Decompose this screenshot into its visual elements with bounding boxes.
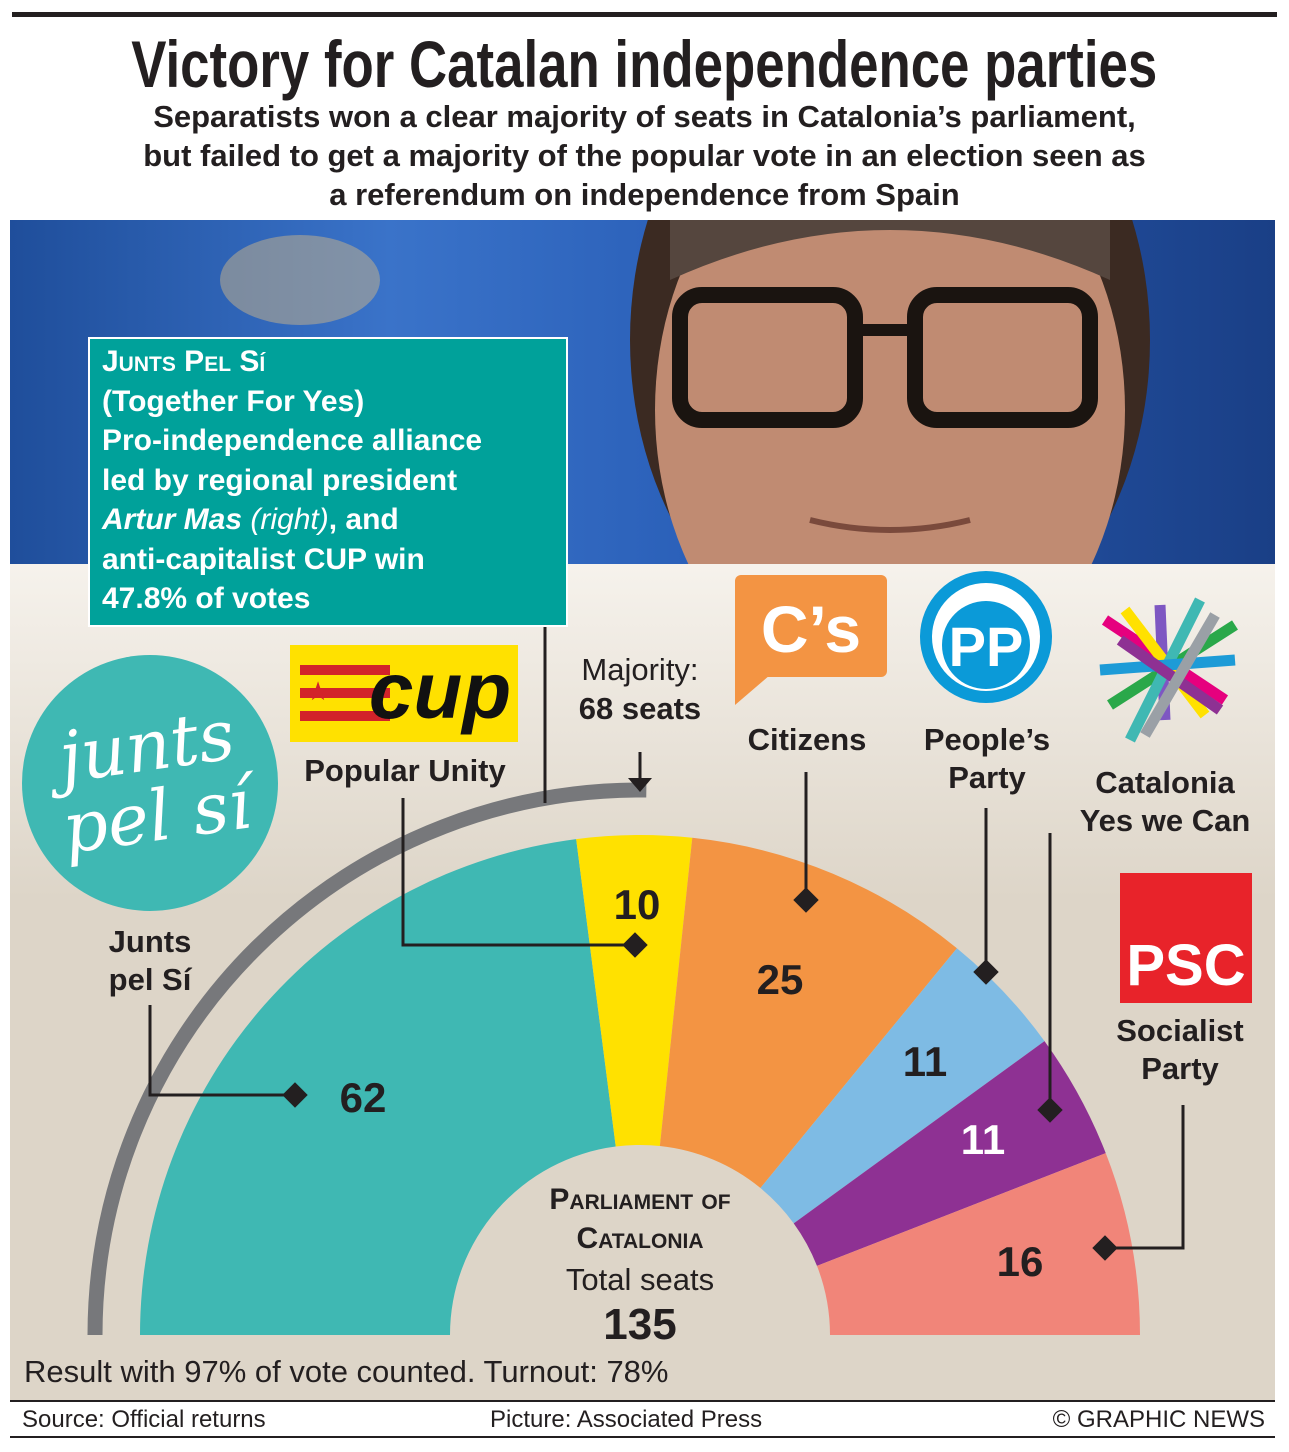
diamond-marker-icon (793, 887, 819, 913)
title-text: Victory for Catalan independence parties (131, 27, 1158, 101)
callout-line-cup (401, 798, 635, 947)
label-line: Party (1141, 1051, 1219, 1086)
infobox-text: , and (328, 503, 399, 536)
source-text: Source: Official returns (22, 1406, 266, 1433)
seat-value-psc: 16 (996, 1238, 1044, 1285)
diamond-marker-icon (973, 959, 999, 985)
junts-info-box: Junts Pel Sí (Together For Yes) Pro-inde… (88, 337, 568, 627)
total-seats: 135 (603, 1300, 677, 1349)
svg-text:PP: PP (949, 615, 1024, 678)
center-line2: Catalonia (576, 1222, 704, 1255)
label-line: Party (948, 760, 1026, 795)
copyright: © GRAPHIC NEWS (1052, 1406, 1265, 1433)
subtitle-line: but failed to get a majority of the popu… (143, 138, 1146, 173)
label-line: Socialist (1116, 1013, 1244, 1048)
infobox-text: (Together For Yes) (102, 384, 365, 418)
diamond-marker-icon (622, 932, 648, 958)
seat-segment-citizens (659, 837, 957, 1189)
catalonia-yes-we-can-logo (1099, 597, 1238, 743)
infobox-name: Artur Mas (102, 503, 243, 536)
callout-line-junts (148, 1005, 295, 1097)
footer: Source: Official returns Picture: Associ… (10, 1400, 1275, 1438)
svg-text:★: ★ (306, 676, 329, 706)
label-line: pel Sí (108, 962, 192, 997)
label-line: People’s (923, 722, 1051, 757)
seat-value-junts: 62 (339, 1074, 387, 1121)
top-rule (12, 12, 1277, 17)
infobox-heading: Junts Pel Sí (102, 345, 266, 378)
svg-text:PSC: PSC (1126, 933, 1245, 998)
svg-text:cup: cup (369, 646, 511, 735)
label-line: Catalonia (1095, 765, 1235, 800)
label-junts: Junts pel Sí (70, 923, 230, 999)
result-note: Result with 97% of vote counted. Turnout… (24, 1354, 669, 1389)
label-catalonia: Catalonia Yes we Can (1055, 764, 1275, 840)
seat-value-cup: 10 (613, 881, 661, 928)
seat-segment-popular-unity (576, 835, 693, 1147)
seat-value-citizens: 25 (756, 956, 804, 1003)
citizens-logo: C’s (735, 575, 887, 705)
page-title: Victory for Catalan independence parties (0, 26, 1289, 102)
infobox-right: (right) (250, 503, 329, 536)
infobox-text: 47.8% of votes (102, 582, 311, 615)
svg-text:C’s: C’s (761, 592, 861, 666)
label-psc: Socialist Party (1090, 1012, 1270, 1088)
infobox-text: led by regional president (102, 463, 458, 497)
center-label: Parliament of Catalonia Total seats 135 (490, 1180, 790, 1348)
seat-segment-socialist-party (816, 1153, 1140, 1335)
picture-credit: Picture: Associated Press (490, 1406, 763, 1433)
junts-logo: junts pel sí (22, 655, 278, 911)
center-line3: Total seats (565, 1262, 715, 1297)
infobox-text: Pro-independence alliance (102, 424, 483, 457)
seat-value-catalonia: 11 (960, 1116, 1006, 1163)
seat-segments (140, 835, 1140, 1335)
subtitle-line: Separatists won a clear majority of seat… (153, 99, 1136, 134)
label-pp: People’s Party (897, 721, 1077, 797)
label-line: Junts (108, 924, 192, 959)
majority-arc (87, 782, 647, 1336)
label-cup: Popular Unity (304, 753, 506, 788)
portrait-illustration (220, 220, 1150, 564)
majority-line2: 68 seats (578, 691, 702, 726)
callout-line-psc (1105, 1105, 1185, 1250)
subtitle-line: a referendum on independence from Spain (329, 177, 960, 212)
psc-logo: PSC (1120, 873, 1252, 1003)
center-line1: Parliament of (549, 1183, 731, 1216)
label-line: Yes we Can (1079, 803, 1251, 838)
cup-logo: ★ cup (290, 645, 518, 742)
seat-segment-people-s-party (760, 948, 1045, 1224)
seat-value-pp: 11 (902, 1038, 948, 1085)
majority-arrowhead-icon (628, 778, 652, 792)
pp-logo: PP (920, 571, 1052, 703)
subtitle: Separatists won a clear majority of seat… (40, 97, 1249, 214)
seat-segment-junts-pel-s- (140, 839, 616, 1335)
majority-line1: Majority: (581, 652, 699, 687)
label-citizens: Citizens (747, 722, 867, 757)
infobox-text: anti-capitalist CUP win (102, 542, 425, 576)
majority-label: Majority: 68 seats (560, 650, 720, 728)
infobox-text: Artur Mas (right), and (102, 500, 554, 540)
seat-segment-catalonia-yes-we-can (793, 1041, 1106, 1266)
